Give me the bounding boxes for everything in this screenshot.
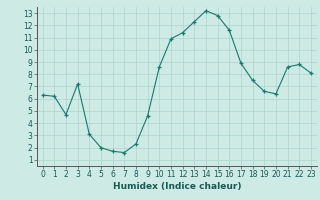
X-axis label: Humidex (Indice chaleur): Humidex (Indice chaleur) xyxy=(113,182,241,191)
